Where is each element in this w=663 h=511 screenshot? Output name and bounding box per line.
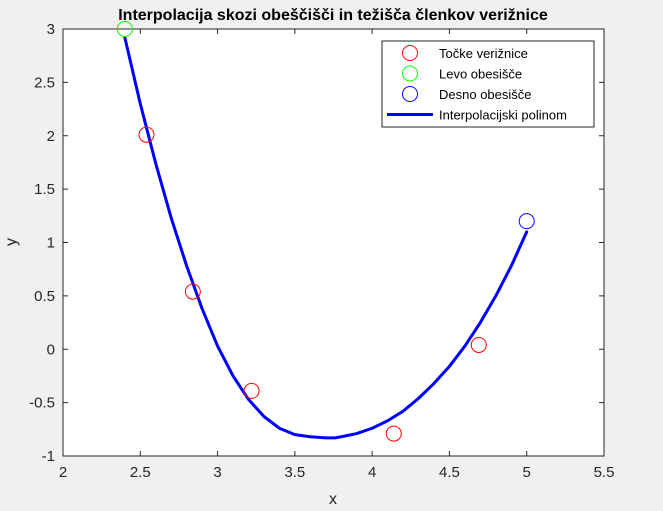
y-tick-label: 0 (47, 341, 55, 358)
legend-swatch-marker (402, 65, 418, 82)
data-layer (116, 21, 535, 442)
point-series-2 (518, 213, 535, 230)
x-tick-label: 4 (368, 464, 376, 481)
legend: Točke verižnice Levo obesišče Desno obesiš… (381, 40, 595, 128)
x-tick-label: 2 (59, 464, 67, 481)
x-tick-label: 4.5 (439, 464, 460, 481)
point-series-0 (184, 283, 201, 300)
x-tick-label: 5 (523, 464, 531, 481)
point-series-0 (385, 425, 402, 442)
x-tick-label: 5.5 (594, 464, 615, 481)
x-tick-label: 3 (213, 464, 221, 481)
legend-label: Desno obesišče (439, 87, 532, 102)
y-axis-label: y (3, 238, 20, 246)
y-tick-label: 2.5 (34, 74, 55, 91)
y-tick-label: 0.5 (34, 288, 55, 305)
chart-title: Interpolacija skozi obeščišči in težišča… (118, 7, 548, 24)
point-series-0 (243, 382, 260, 399)
legend-swatch-marker (402, 45, 418, 61)
axes: 2 2.5 3 3.5 4 4.5 5 5.5 -1 -0.5 0 0.5 1 1.5 2 2.5 3 (29, 21, 614, 481)
x-tick-label: 2.5 (130, 464, 151, 481)
y-tick-label: 2 (47, 128, 55, 145)
y-tick-label: -0.5 (29, 395, 55, 412)
y-tick-label: 1.5 (34, 181, 55, 198)
legend-label: Interpolacijski polinom (439, 108, 567, 123)
y-tick-label: 3 (47, 21, 55, 38)
legend-label: Točke verižnice (439, 46, 528, 61)
x-axis-label: x (329, 491, 337, 508)
legend-swatch-marker (402, 86, 418, 102)
y-tick-label: -1 (42, 448, 55, 465)
point-series-1 (116, 21, 133, 37)
interpolation-line (123, 36, 529, 440)
y-tick-label: 1 (47, 235, 55, 252)
x-tick-label: 3.5 (284, 464, 305, 481)
legend-label: Levo obesišče (439, 67, 522, 82)
point-series-0 (138, 126, 155, 143)
point-series-0 (470, 336, 487, 353)
